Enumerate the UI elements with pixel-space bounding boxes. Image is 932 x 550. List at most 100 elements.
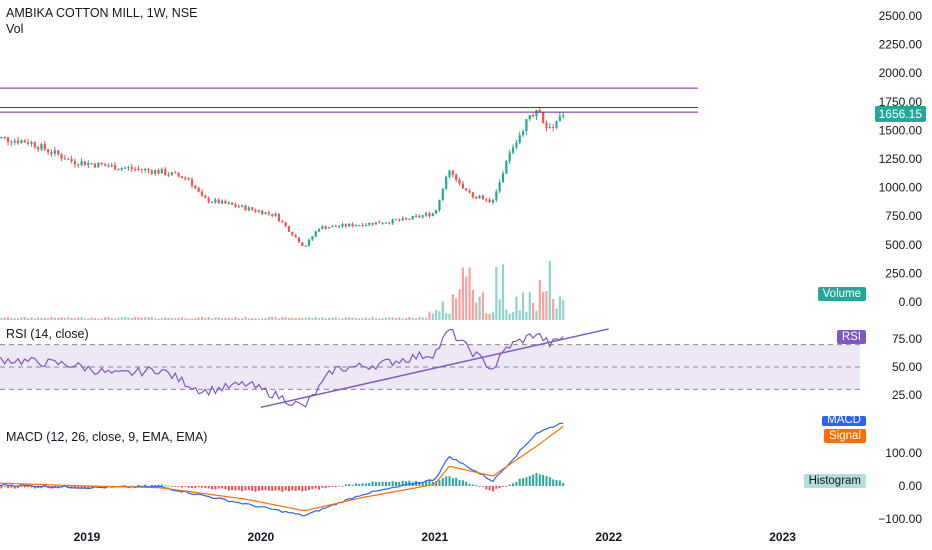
volume-bar	[431, 313, 434, 320]
candle-body	[344, 223, 347, 227]
candle-body	[381, 223, 384, 225]
candle-body	[307, 239, 311, 246]
volume-bar	[468, 267, 471, 320]
macd-histogram-bar	[13, 486, 16, 489]
volume-bar	[381, 318, 384, 320]
macd-histogram-bar	[391, 481, 394, 486]
volume-bar	[261, 318, 264, 320]
macd-histogram-bar	[304, 486, 307, 491]
volume-bar	[495, 267, 498, 320]
macd-histogram-bar	[271, 486, 274, 491]
candle-body	[224, 200, 227, 204]
volume-bar	[50, 316, 53, 320]
volume-bar	[167, 317, 170, 320]
macd-histogram-bar	[197, 486, 200, 488]
volume-bar	[274, 316, 277, 320]
candle-body	[562, 115, 565, 117]
macd-histogram-bar	[438, 480, 441, 486]
volume-bar	[83, 318, 87, 320]
volume-bar	[174, 318, 177, 320]
candle-body	[515, 142, 518, 148]
macd-histogram-bar	[284, 486, 287, 491]
candle-body	[364, 224, 367, 227]
volume-bar	[304, 317, 307, 320]
volume-badge: Volume	[817, 287, 866, 301]
volume-bar	[60, 317, 63, 320]
candle-body	[210, 202, 214, 204]
candle-body	[220, 200, 224, 204]
macd-histogram-bar	[314, 486, 317, 489]
volume-bar	[501, 264, 505, 320]
macd-histogram-bar	[538, 474, 541, 486]
candle-body	[424, 213, 428, 216]
volume-bar	[471, 289, 475, 320]
macd-histogram-bar	[465, 481, 468, 486]
candle-body	[398, 219, 401, 221]
rsi-axis-tick: 50.00	[892, 360, 922, 374]
volume-bar	[3, 317, 6, 320]
macd-histogram-bar	[341, 486, 344, 487]
candle-body	[304, 245, 307, 247]
candle-body	[468, 190, 471, 193]
time-axis-tick: 2019	[74, 530, 101, 544]
volume-bar	[123, 316, 127, 320]
candle-body	[391, 219, 394, 224]
time-axis-tick: 2020	[248, 530, 275, 544]
volume-bar	[418, 317, 421, 320]
candle-body	[505, 161, 508, 174]
candle-body	[30, 142, 33, 144]
macd-histogram-bar	[448, 476, 451, 486]
candle-body	[528, 115, 531, 120]
candle-body	[93, 163, 97, 168]
price-axis-tick: 1250.00	[879, 152, 923, 166]
volume-bar	[160, 317, 163, 320]
time-axis-tick: 2021	[421, 530, 448, 544]
volume-bar	[277, 318, 281, 320]
candle-body	[438, 199, 441, 211]
candle-body	[471, 192, 475, 197]
volume-bar	[254, 318, 257, 320]
rsi-label: RSI (14, close)	[6, 327, 89, 341]
macd-histogram-bar	[160, 484, 163, 486]
volume-bar	[475, 302, 478, 320]
macd-histogram-bar	[344, 484, 347, 486]
volume-bar	[301, 317, 304, 320]
macd-histogram-bar	[87, 486, 90, 489]
volume-bar	[37, 317, 40, 320]
candle-body	[321, 226, 324, 230]
macd-histogram-bar	[328, 486, 331, 488]
axis-labels: 2500.00 2250.00 2000.00 1750.00 1500.00 1250.…	[74, 9, 923, 544]
rsi-badge: RSI	[836, 330, 866, 344]
macd-histogram-bar	[555, 480, 558, 486]
macd-histogram-bar	[257, 486, 260, 492]
volume-bar	[478, 296, 481, 320]
volume-bar	[341, 318, 344, 320]
volume-bar	[388, 317, 391, 320]
candle-body	[361, 224, 364, 227]
candle-body	[341, 223, 344, 227]
macd-histogram-bar	[311, 486, 314, 490]
volume-bar	[351, 317, 354, 320]
candle-body	[80, 161, 83, 166]
volume-bar	[150, 316, 153, 320]
macd-histogram-bar	[134, 486, 137, 487]
volume-bar	[33, 318, 36, 320]
volume-bar	[552, 299, 555, 320]
macd-histogram-bar	[227, 486, 230, 491]
candle-body	[194, 185, 197, 189]
macd-histogram-bar	[455, 477, 458, 486]
macd-histogram-bar	[277, 486, 280, 491]
volume-bar	[217, 317, 220, 320]
candle-body	[451, 170, 454, 175]
macd-histogram-bar	[378, 482, 381, 486]
macd-histogram-bar	[475, 485, 478, 486]
candle-body	[33, 142, 36, 148]
macd-histogram-bar	[190, 486, 193, 489]
candle-body	[147, 169, 150, 171]
candle-body	[445, 176, 448, 189]
macd-histogram-bar	[354, 483, 357, 486]
volume-bar	[555, 308, 558, 320]
volume-bar	[80, 317, 83, 320]
price-candles	[0, 107, 565, 247]
macd-histogram-bar	[532, 474, 535, 486]
